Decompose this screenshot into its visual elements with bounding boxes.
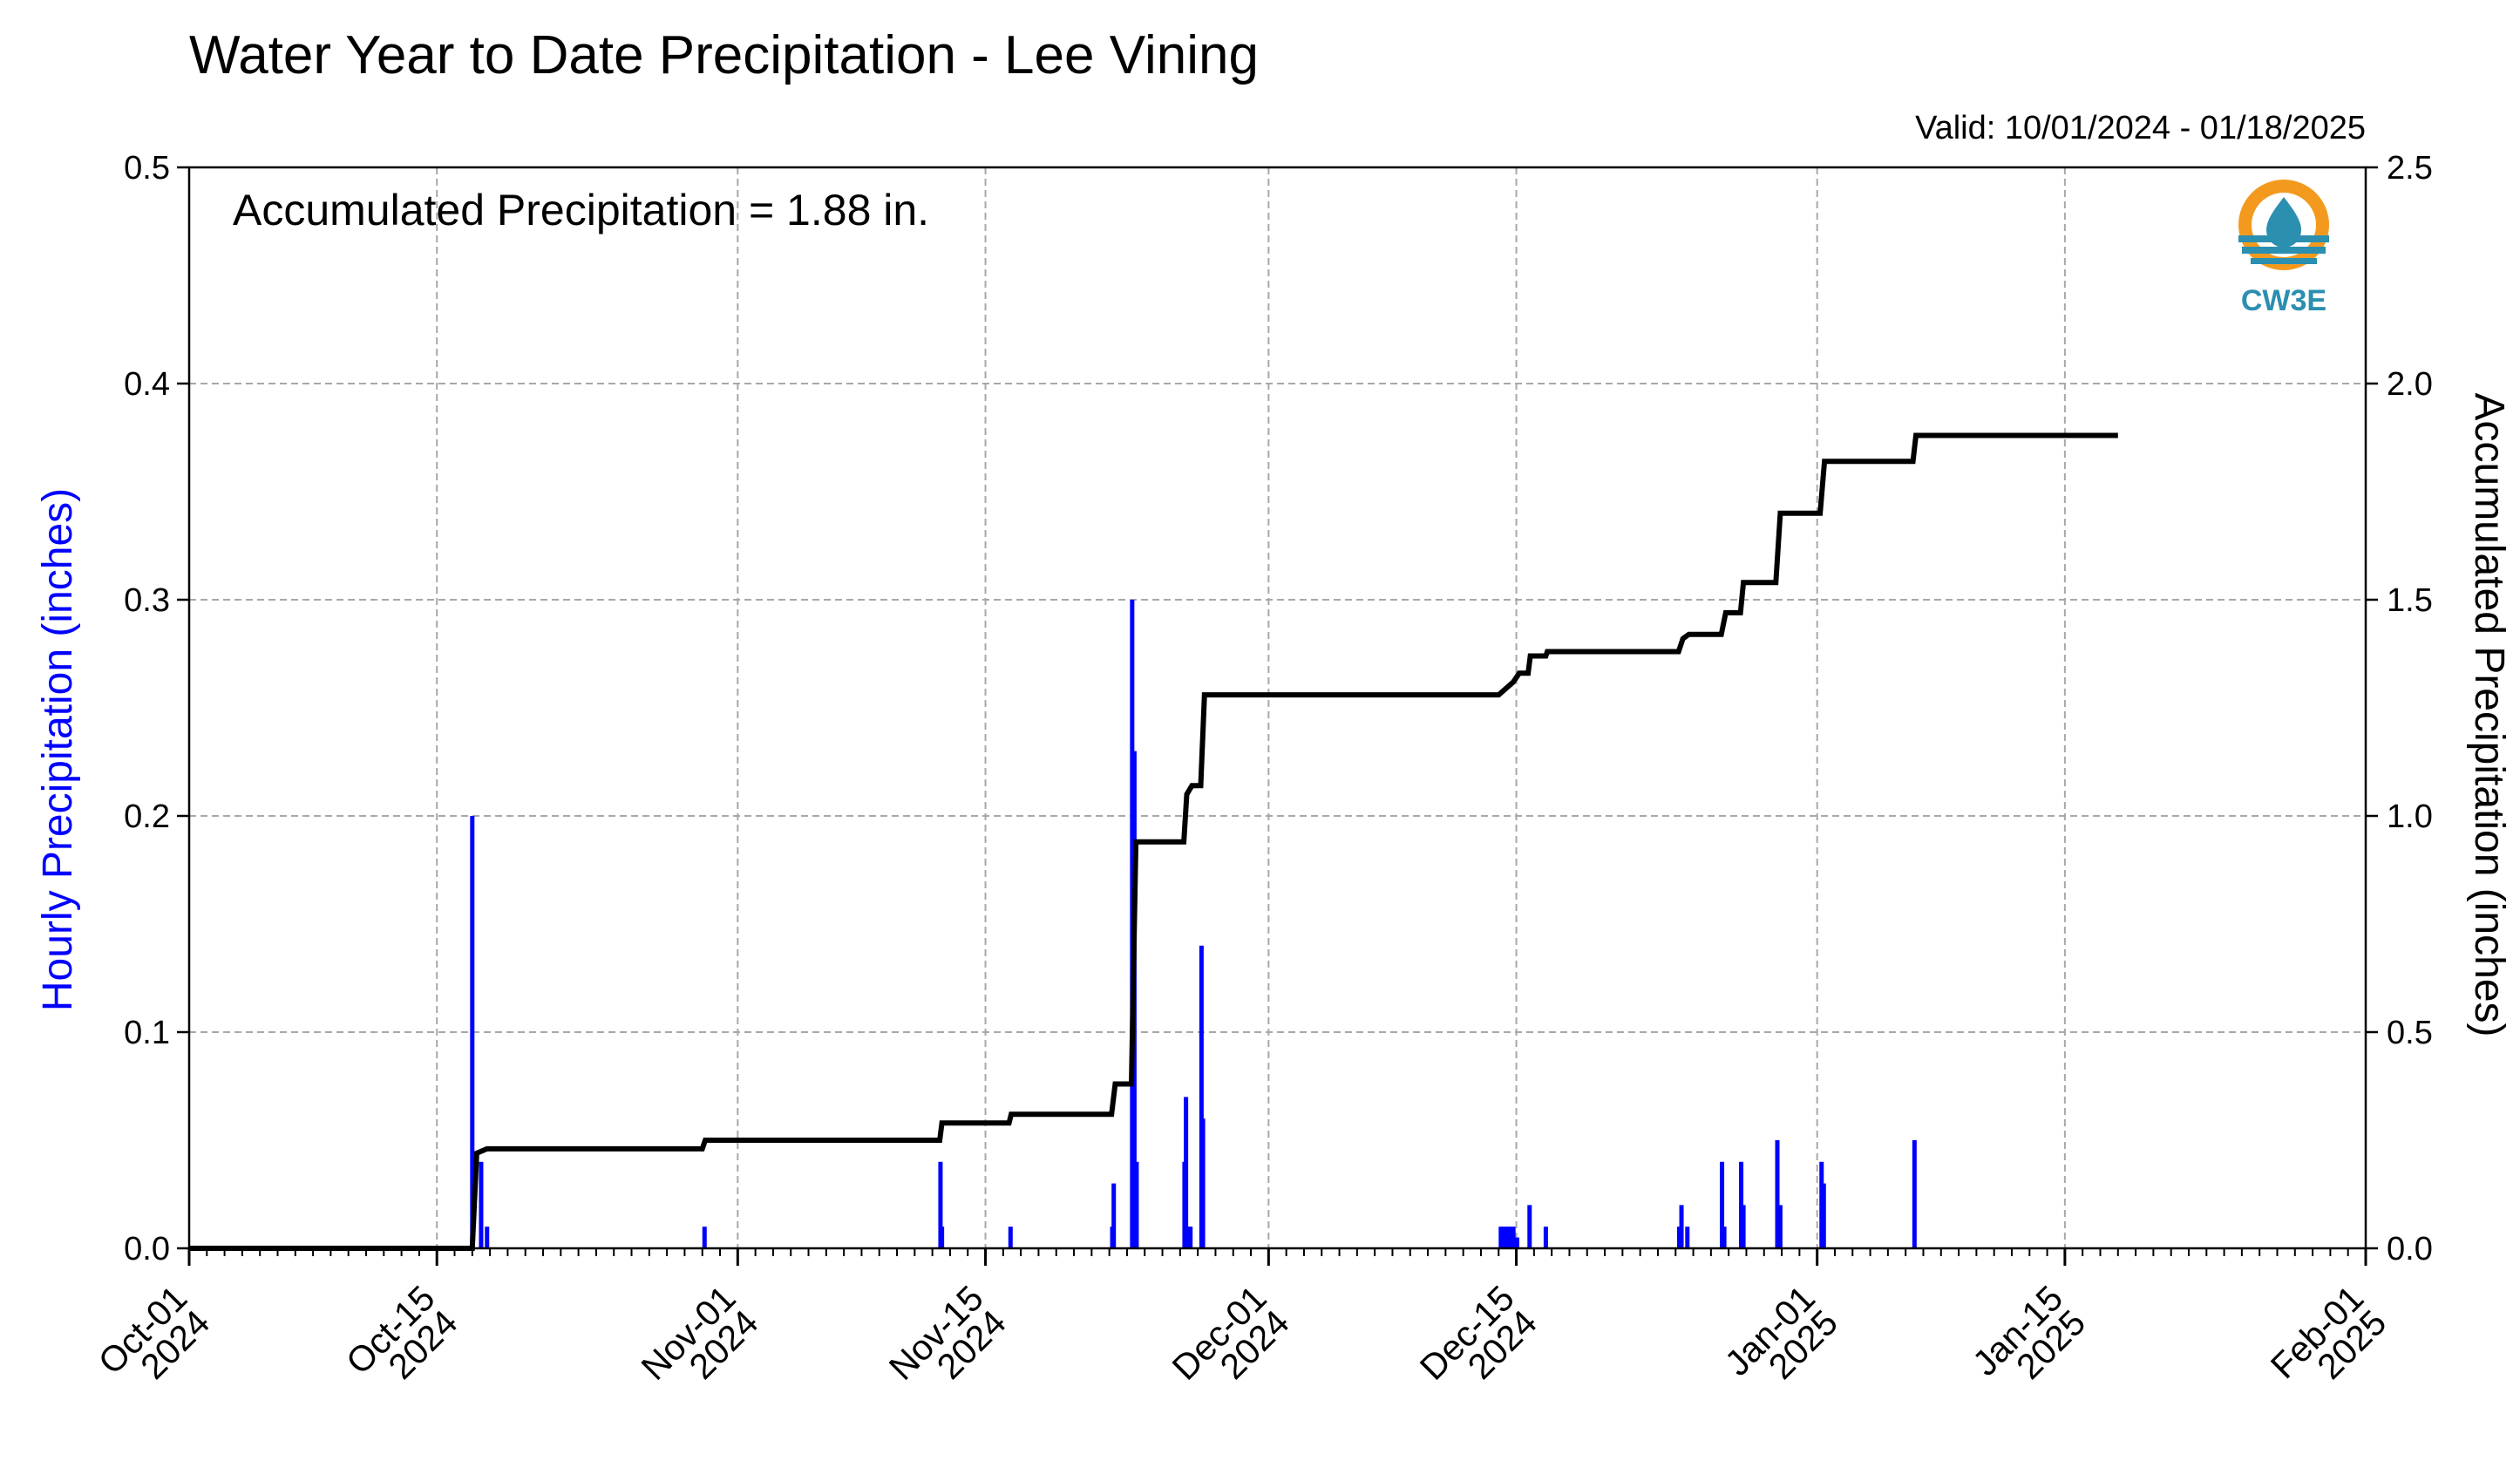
accumulated-precipitation-line bbox=[189, 432, 2118, 1251]
valid-range-label: Valid: 10/01/2024 - 01/18/2025 bbox=[1915, 110, 2366, 146]
logo-wave-2 bbox=[2242, 247, 2326, 254]
hourly-bar bbox=[1720, 1161, 1725, 1248]
hourly-bar bbox=[1134, 1161, 1139, 1248]
hourly-bar bbox=[1527, 1205, 1532, 1248]
chart-title: Water Year to Date Precipitation - Lee V… bbox=[189, 25, 1259, 85]
y-left-tick-label: 0.1 bbox=[124, 1015, 170, 1051]
y-right-tick-label: 1.5 bbox=[2387, 582, 2433, 619]
hourly-bar bbox=[1676, 1227, 1681, 1248]
hourly-bar bbox=[1498, 1227, 1504, 1248]
hourly-bar bbox=[1008, 1227, 1013, 1248]
hourly-bar bbox=[940, 1227, 945, 1248]
hourly-bar bbox=[1722, 1227, 1727, 1248]
hourly-bar bbox=[1508, 1227, 1513, 1248]
hourly-bar bbox=[1741, 1205, 1746, 1248]
gridlines bbox=[189, 167, 2366, 1248]
hourly-bar bbox=[1685, 1227, 1690, 1248]
hourly-bar bbox=[1511, 1227, 1516, 1248]
logo-text: CW3E bbox=[2241, 284, 2326, 317]
hourly-bar bbox=[1543, 1227, 1548, 1248]
hourly-bar bbox=[485, 1227, 490, 1248]
y-right-tick-label: 2.5 bbox=[2387, 150, 2433, 187]
hourly-bar bbox=[1200, 1118, 1206, 1248]
hourly-bar bbox=[479, 1161, 484, 1248]
hourly-bar bbox=[1777, 1205, 1783, 1248]
logo-wave-1 bbox=[2238, 235, 2329, 242]
hourly-bar bbox=[1679, 1205, 1684, 1248]
y-right-tick-label: 1.0 bbox=[2387, 798, 2433, 835]
hourly-bar bbox=[1819, 1161, 1824, 1248]
hourly-bar bbox=[938, 1161, 943, 1248]
y-left-tick-label: 0.4 bbox=[124, 366, 170, 403]
y-left-tick-label: 0.2 bbox=[124, 798, 170, 835]
y-right-tick-label: 2.0 bbox=[2387, 366, 2433, 403]
hourly-bar bbox=[1111, 1183, 1117, 1248]
hourly-bar bbox=[1775, 1140, 1780, 1248]
hourly-bar bbox=[1501, 1227, 1506, 1248]
y-left-tick-label: 0.0 bbox=[124, 1231, 170, 1267]
hourly-bar bbox=[1821, 1183, 1826, 1248]
hourly-bar bbox=[1185, 1227, 1191, 1248]
y-left-tick-label: 0.3 bbox=[124, 582, 170, 619]
logo-wave-3 bbox=[2251, 258, 2317, 264]
y-right-tick-label: 0.0 bbox=[2387, 1231, 2433, 1267]
y-right-tick-label: 0.5 bbox=[2387, 1015, 2433, 1051]
y-left-tick-label: 0.5 bbox=[124, 150, 170, 187]
y-axis-right-label: Accumulated Precipitation (inches) bbox=[2466, 392, 2512, 1036]
hourly-bar bbox=[702, 1227, 707, 1248]
hourly-bar bbox=[1514, 1237, 1519, 1248]
cw3e-logo: CW3E bbox=[2238, 180, 2329, 317]
hourly-bar bbox=[1199, 945, 1204, 1248]
accumulated-precipitation-line-group bbox=[189, 432, 2118, 1251]
hourly-bar bbox=[1188, 1227, 1193, 1248]
hourly-bar bbox=[1184, 1097, 1189, 1248]
y-axis-left-label: Hourly Precipitation (inches) bbox=[35, 488, 81, 1011]
accumulated-annotation: Accumulated Precipitation = 1.88 in. bbox=[233, 186, 929, 234]
plot-frame bbox=[187, 166, 2367, 1250]
hourly-bar bbox=[1505, 1227, 1510, 1248]
hourly-bar bbox=[470, 816, 475, 1248]
hourly-bar bbox=[1739, 1161, 1744, 1248]
logo-drop-icon bbox=[2266, 197, 2301, 248]
hourly-bar bbox=[1912, 1140, 1917, 1248]
